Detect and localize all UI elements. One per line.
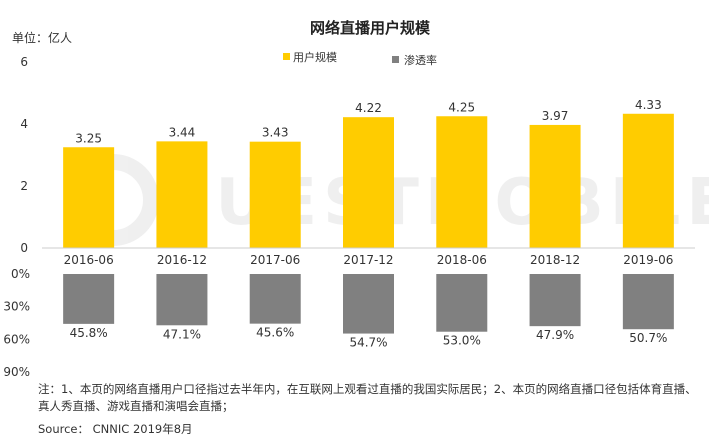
penetration-bar [249, 274, 301, 324]
x-category-label: 2016-12 [157, 253, 207, 267]
user-value-label: 4.25 [448, 100, 475, 114]
x-axis-categories: 2016-06 2016-12 2017-06 2017-12 2018-06 2018-… [64, 253, 674, 267]
x-category-label: 2016-06 [64, 253, 114, 267]
user-bar [249, 141, 301, 248]
y-axis-ticks-penetration: 0% 30% 60% 90% [3, 267, 30, 379]
y-tick-label-users: 6 [20, 55, 28, 69]
penetration-value-label: 45.6% [256, 326, 294, 340]
y-tick-label-penetration: 0% [11, 267, 30, 281]
penetration-bar [436, 274, 488, 332]
y-tick-label-users: 4 [20, 117, 28, 131]
x-category-label: 2018-06 [437, 253, 487, 267]
penetration-bar [529, 274, 581, 327]
penetration-value-label: 50.7% [629, 331, 667, 345]
x-category-label: 2018-12 [530, 253, 580, 267]
penetration-value-label: 53.0% [443, 334, 481, 348]
user-bar [156, 141, 208, 248]
user-bars: 3.25 3.44 3.43 4.22 4.25 3.97 4.33 [63, 98, 674, 249]
legend-label-users: 用户规模 [293, 50, 337, 64]
penetration-bar [343, 274, 394, 334]
penetration-bars: 45.8% 47.1% 45.6% 54.7% 53.0% 47.9% 50.7% [63, 274, 674, 350]
y-tick-label-penetration: 60% [3, 332, 30, 346]
penetration-value-label: 54.7% [349, 336, 387, 350]
penetration-value-label: 47.9% [536, 328, 574, 342]
x-category-label: 2019-06 [623, 253, 673, 267]
chart-title: 网络直播用户规模 [310, 19, 431, 37]
user-bar [622, 113, 674, 249]
penetration-value-label: 45.8% [70, 326, 108, 340]
user-bar [63, 147, 115, 248]
penetration-bar [63, 274, 115, 324]
x-category-label: 2017-12 [343, 253, 393, 267]
user-value-label: 4.22 [355, 101, 382, 115]
y-tick-label-penetration: 90% [3, 365, 30, 379]
y-tick-label-penetration: 30% [3, 300, 30, 314]
user-value-label: 3.97 [542, 109, 569, 123]
user-bar [343, 117, 394, 249]
user-bar [529, 124, 581, 248]
user-value-label: 3.43 [262, 126, 289, 140]
penetration-value-label: 47.1% [163, 327, 201, 341]
user-bar [436, 116, 488, 248]
y-tick-label-users: 0 [20, 241, 28, 255]
user-value-label: 3.25 [75, 131, 102, 145]
svg-text:QUESTMOBILE: QUESTMOBILE [155, 166, 709, 240]
legend-swatch-penetration [392, 56, 399, 63]
penetration-bar [622, 274, 674, 330]
legend-label-penetration: 渗透率 [404, 53, 437, 67]
legend: 用户规模 渗透率 [283, 50, 437, 67]
x-category-label: 2017-06 [250, 253, 300, 267]
user-value-label: 3.44 [169, 125, 196, 139]
footnote: 注：1、本页的网络直播用户口径指过去半年内，在互联网上观看过直播的我国实际居民；… [38, 382, 697, 413]
source-line: Source： CNNIC 2019年8月 [38, 422, 193, 436]
y-axis-ticks-users: 0 2 4 6 [20, 55, 28, 255]
legend-swatch-users [283, 53, 290, 60]
y-tick-label-users: 2 [20, 179, 28, 193]
unit-label: 单位：亿人 [12, 30, 72, 45]
penetration-bar [156, 274, 208, 326]
user-value-label: 4.33 [635, 98, 662, 112]
